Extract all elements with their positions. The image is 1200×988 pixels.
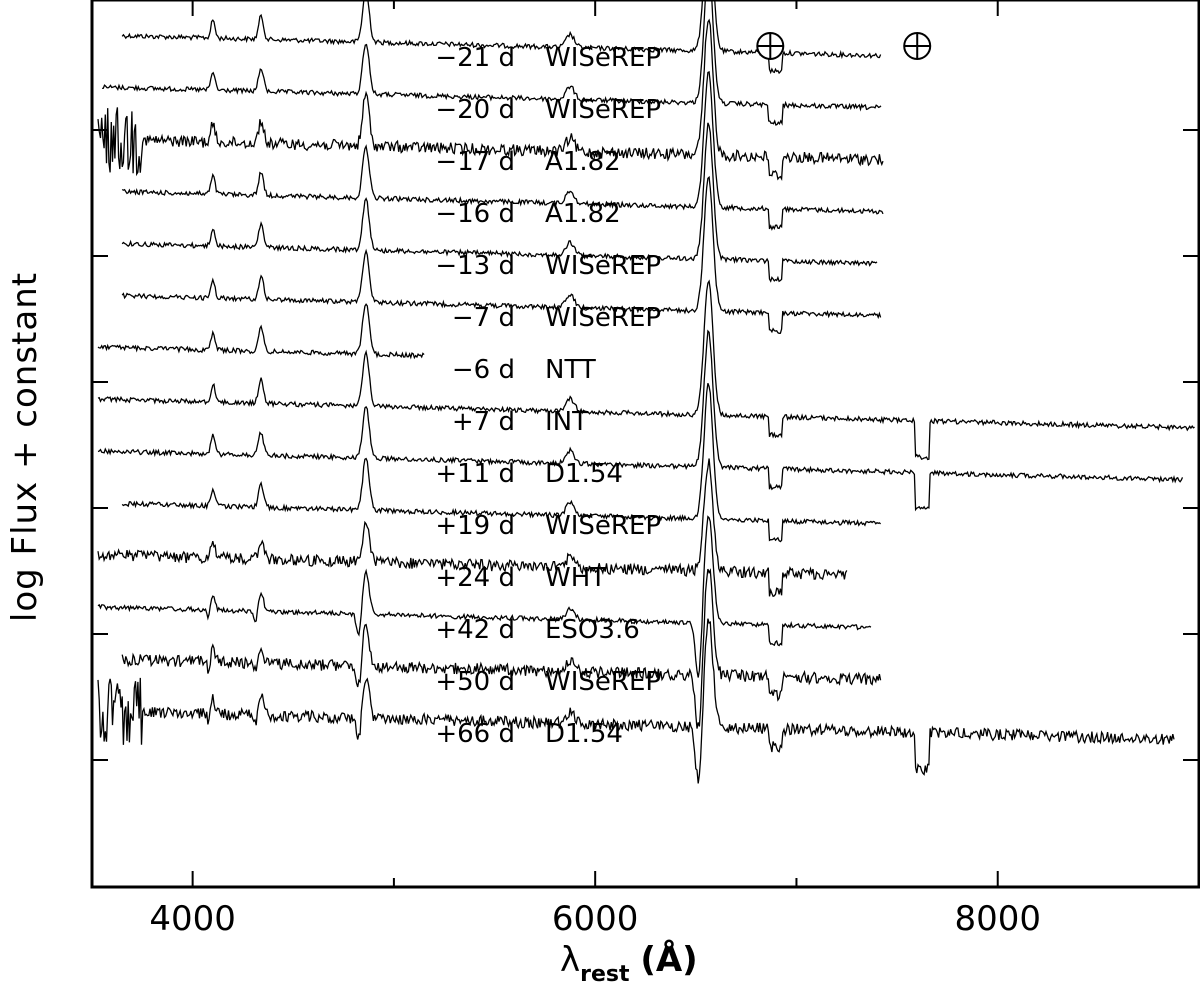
spectrum-epoch-label: +7 d — [452, 407, 515, 437]
telluric-symbols — [756, 32, 932, 60]
spectrum-line — [97, 618, 1175, 784]
spectrum-epoch-label: +50 d — [435, 667, 515, 697]
spectrum-epoch-label: −13 d — [435, 251, 515, 281]
spectrum-line — [121, 0, 882, 75]
spectrum-source-label: WISeREP — [545, 667, 661, 697]
spectrum-line — [97, 18, 884, 181]
plot-frame — [90, 0, 1200, 889]
spectrum-source-label: WISeREP — [545, 303, 661, 333]
spectrum-line — [121, 122, 878, 283]
spectrum-epoch-label: −7 d — [452, 303, 515, 333]
spectrum-line — [121, 382, 882, 543]
spectrum-line — [121, 568, 882, 729]
spectrum-source-label: ESO3.6 — [545, 615, 640, 645]
spectrum-epoch-label: +11 d — [435, 459, 515, 489]
spectrum-source-label: D1.54 — [545, 719, 623, 749]
spectrum-source-label: INT — [545, 407, 588, 437]
spectrum-source-label: WISeREP — [545, 511, 661, 541]
x-axis-symbol: λ — [560, 940, 581, 980]
x-tick-labels: 4000 6000 8000 — [149, 899, 1041, 939]
x-axis-unit: (Å) — [640, 940, 698, 980]
spectrum-epoch-label: −6 d — [452, 355, 515, 385]
spectrum-epoch-label: −20 d — [435, 95, 515, 125]
spectrum-source-label: A1.82 — [545, 147, 621, 177]
x-axis-label: λrest (Å) — [560, 940, 698, 987]
spectrum-line — [102, 0, 882, 126]
spectrum-source-label: WISeREP — [545, 95, 661, 125]
y-axis-label: log Flux + constant — [5, 271, 45, 623]
spectrum-line — [97, 303, 425, 360]
spectrum-epoch-label: −17 d — [435, 147, 515, 177]
spectrum-epoch-label: +66 d — [435, 719, 515, 749]
spectrum-line — [121, 175, 882, 334]
spectrum-labels: −21 d WISeREP −20 d WISeREP −17 d A1.82 −16 d A… — [435, 43, 661, 749]
spectrum-source-label: NTT — [545, 355, 596, 385]
spectrum-line — [97, 329, 1184, 512]
spectrum-line — [121, 70, 884, 231]
x-axis-subscript: rest — [580, 962, 630, 987]
spectrum-line — [97, 279, 1195, 461]
x-tick-label: 6000 — [552, 899, 639, 939]
spectrum-line — [97, 515, 872, 678]
x-tick-label: 8000 — [954, 899, 1041, 939]
spectrum-epoch-label: −21 d — [435, 43, 515, 73]
spectrum-epoch-label: +19 d — [435, 511, 515, 541]
x-tick-label: 4000 — [149, 899, 236, 939]
spectrum-source-label: WHT — [545, 563, 606, 593]
spectrum-source-label: WISeREP — [545, 43, 661, 73]
spectrum-source-label: WISeREP — [545, 251, 661, 281]
spectrum-source-label: D1.54 — [545, 459, 623, 489]
spectra-group — [97, 0, 1195, 784]
spectrum-line — [97, 458, 848, 598]
spectrum-epoch-label: −16 d — [435, 199, 515, 229]
spectrum-epoch-label: +24 d — [435, 563, 515, 593]
spectrum-source-label: A1.82 — [545, 199, 621, 229]
spectrum-epoch-label: +42 d — [435, 615, 515, 645]
